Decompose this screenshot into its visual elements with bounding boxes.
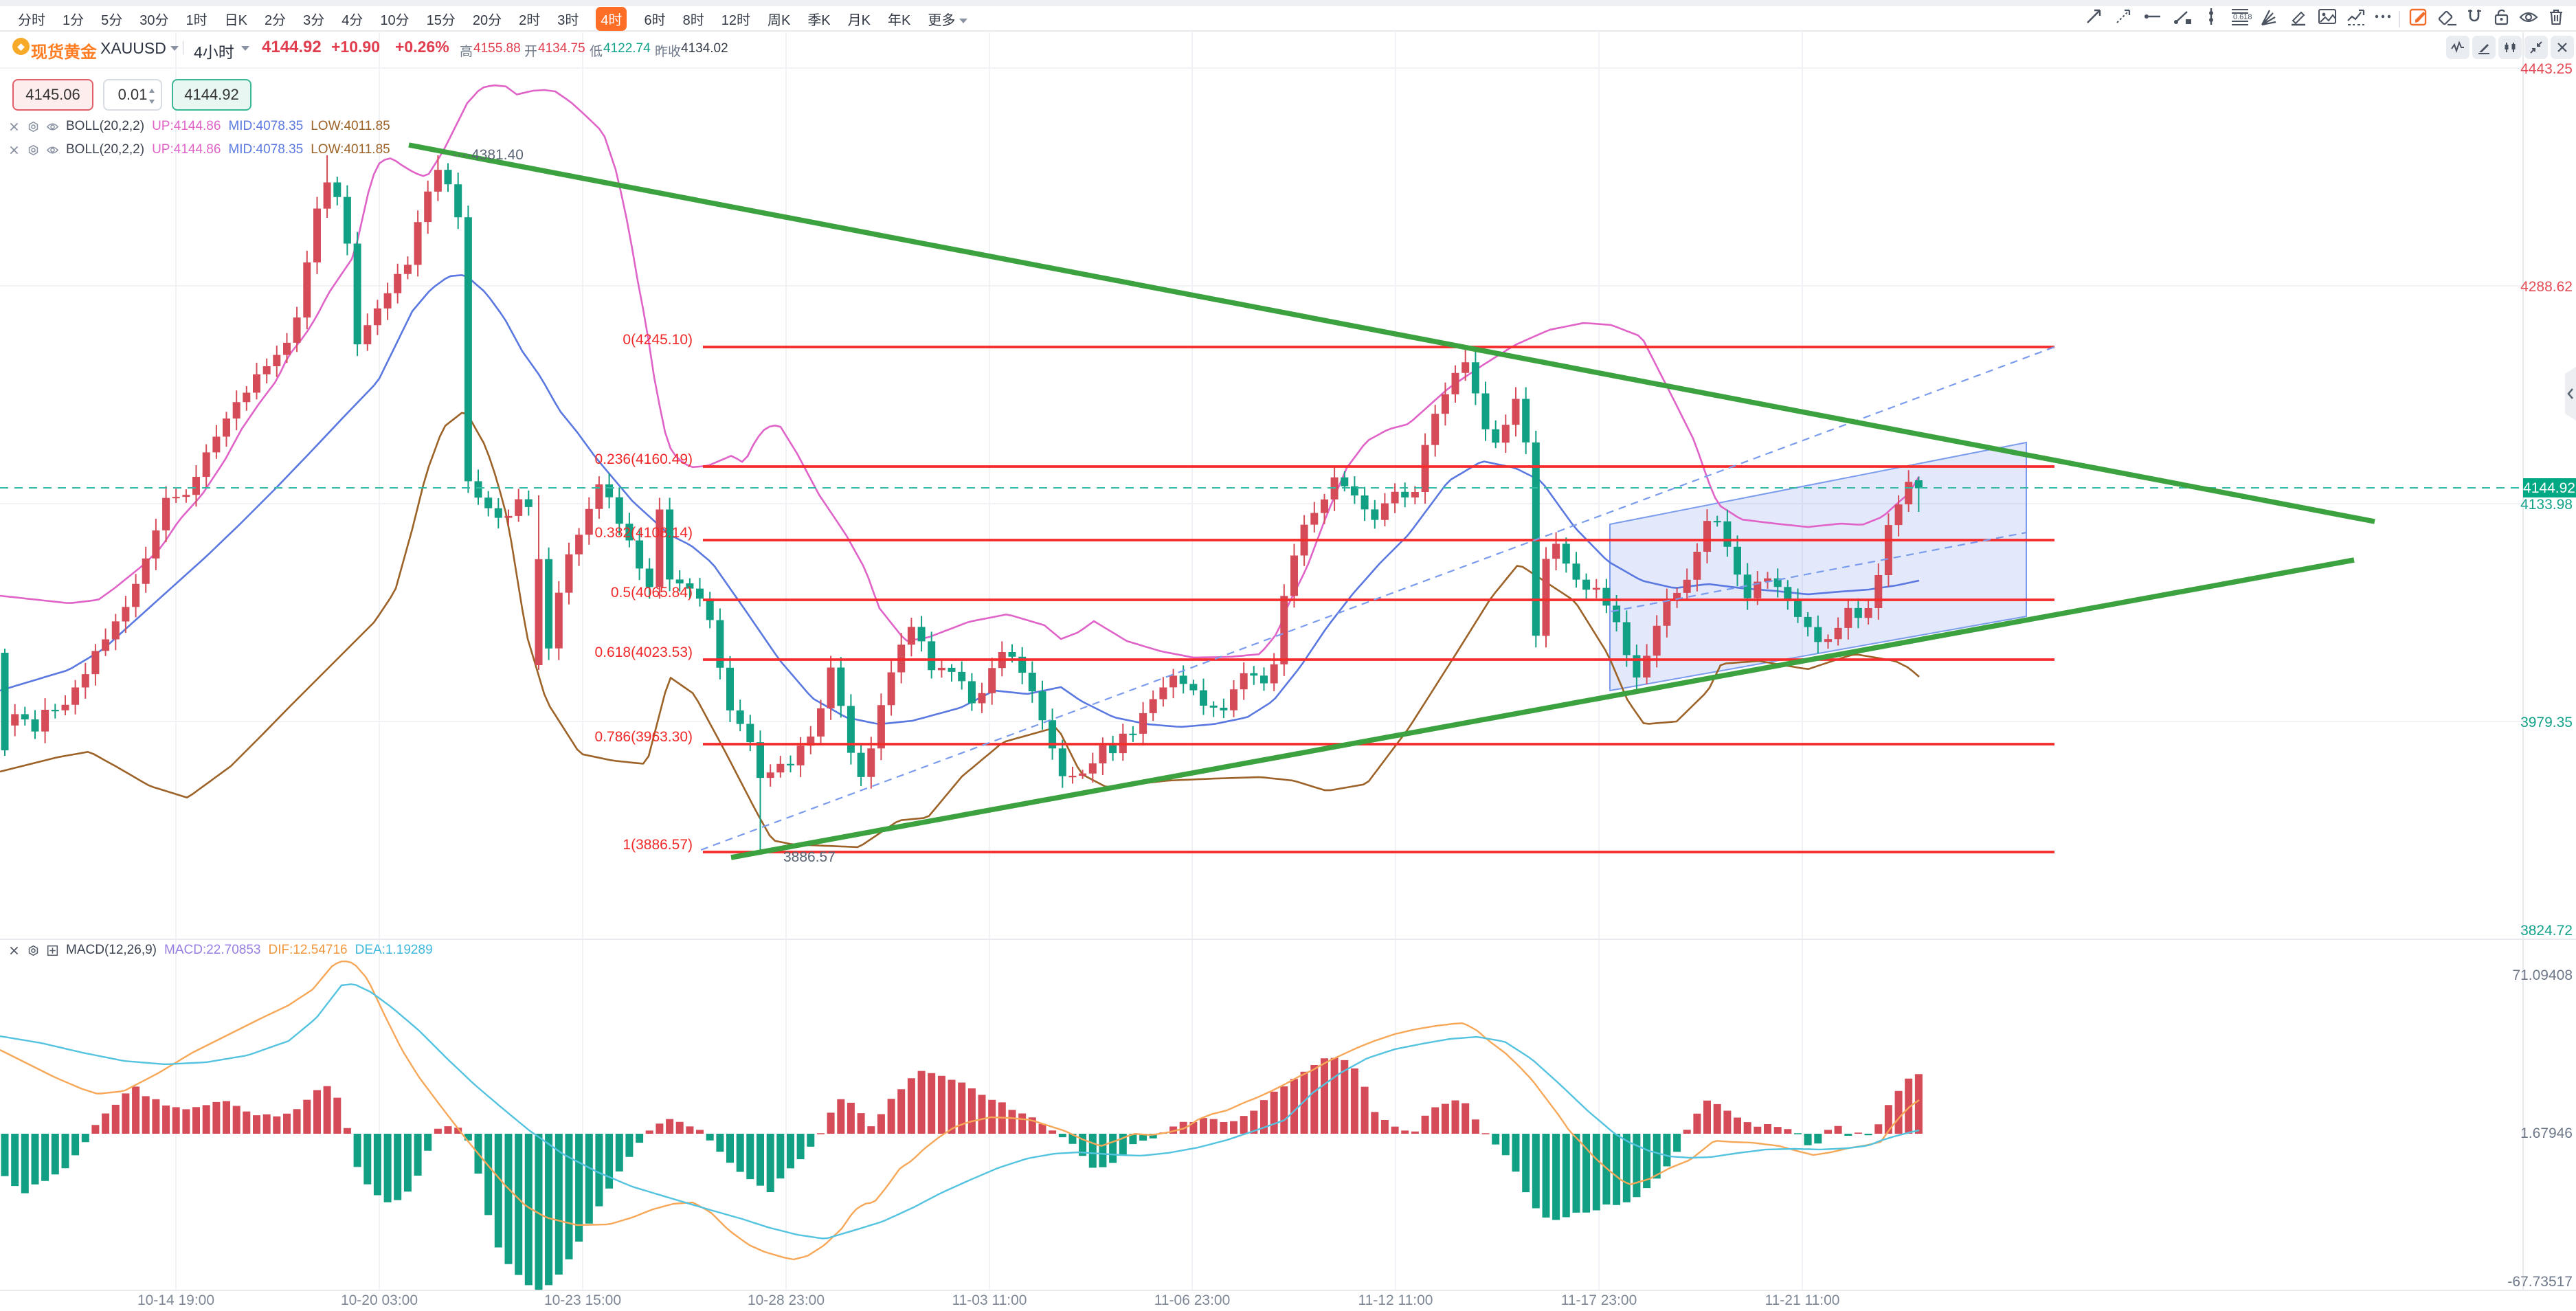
- svg-text:1.67946: 1.67946: [2520, 1125, 2573, 1141]
- svg-text:-67.73517: -67.73517: [2507, 1274, 2573, 1290]
- svg-text:0.5(4065.84): 0.5(4065.84): [611, 585, 693, 601]
- svg-text:10-14 19:00: 10-14 19:00: [137, 1292, 214, 1308]
- svg-text:0.786(3963.30): 0.786(3963.30): [595, 729, 693, 745]
- svg-text:0.618: 0.618: [2233, 13, 2252, 21]
- svg-text:3824.72: 3824.72: [2520, 923, 2573, 939]
- svg-text:11-03 11:00: 11-03 11:00: [952, 1292, 1027, 1308]
- svg-text:10-23 15:00: 10-23 15:00: [544, 1292, 621, 1308]
- svg-text:71.09408: 71.09408: [2512, 967, 2573, 983]
- svg-text:10-20 03:00: 10-20 03:00: [341, 1292, 418, 1308]
- svg-text:····4381.40: ····4381.40: [452, 147, 524, 163]
- svg-text:3979.35: 3979.35: [2520, 715, 2573, 730]
- svg-text:4144.92: 4144.92: [2523, 480, 2575, 496]
- svg-text:10-28 23:00: 10-28 23:00: [748, 1292, 825, 1308]
- svg-text:4443.25: 4443.25: [2520, 61, 2573, 77]
- svg-text:0.618(4023.53): 0.618(4023.53): [595, 645, 693, 660]
- svg-text:11-12 11:00: 11-12 11:00: [1358, 1292, 1433, 1308]
- svg-text:4288.62: 4288.62: [2520, 279, 2573, 295]
- svg-text:11-21 11:00: 11-21 11:00: [1765, 1292, 1840, 1308]
- svg-text:11-06 23:00: 11-06 23:00: [1154, 1292, 1231, 1308]
- svg-text:0.382(4108.14): 0.382(4108.14): [595, 525, 693, 541]
- svg-text:1(3886.57): 1(3886.57): [623, 837, 693, 853]
- svg-text:4133.98: 4133.98: [2520, 497, 2573, 513]
- svg-text:11-17 23:00: 11-17 23:00: [1561, 1292, 1637, 1308]
- svg-text:0(4245.10): 0(4245.10): [623, 332, 693, 348]
- svg-text:0.236(4160.49): 0.236(4160.49): [595, 451, 693, 467]
- svg-text:3886.57: 3886.57: [783, 849, 836, 865]
